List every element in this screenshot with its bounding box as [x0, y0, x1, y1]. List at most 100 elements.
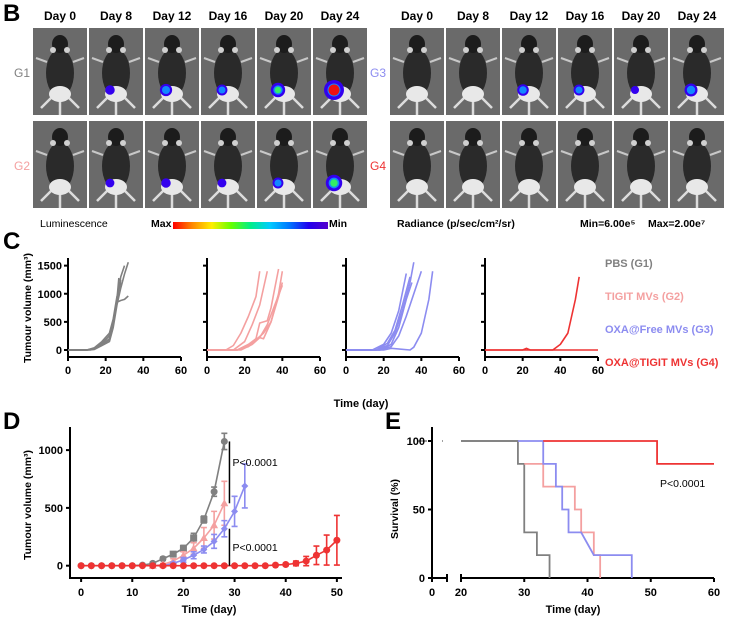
- mouse-image: [390, 28, 444, 115]
- panel-b-letter: B: [3, 0, 21, 27]
- data-point: [128, 562, 136, 570]
- survival-curve: [524, 462, 602, 578]
- panel-d-letter: D: [3, 408, 21, 435]
- x-tick-label: 60: [453, 365, 465, 377]
- legend-entry: TIGIT MVs (G2): [605, 291, 684, 303]
- mouse-image: [201, 28, 255, 115]
- data-point: [118, 562, 126, 570]
- data-point: [220, 499, 229, 507]
- data-point: [272, 561, 279, 569]
- y-axis-label: Tumour volume (mm³): [22, 450, 34, 560]
- series-oxa-tigit-mvs-g4-: [77, 514, 341, 570]
- radiance-min: Min=6.00e⁵: [580, 218, 636, 230]
- data-point: [241, 562, 249, 570]
- group-label: G3: [370, 66, 387, 80]
- mouse-image: [313, 121, 367, 208]
- growth-curve: [68, 282, 122, 351]
- data-point: [210, 521, 219, 529]
- day-label: Day 0: [400, 9, 434, 23]
- mouse-image: [201, 121, 255, 208]
- y-tick-label: 0: [57, 561, 63, 573]
- day-label: Day 8: [99, 9, 133, 23]
- x-axis-label: Time (day): [182, 604, 237, 616]
- data-point: [241, 482, 249, 490]
- y-tick-label: 500: [45, 503, 63, 515]
- radiance-max: Max=2.00e⁷: [648, 218, 706, 230]
- x-tick-label: 30: [518, 587, 530, 599]
- p-value-annotation: P<0.0001: [232, 542, 277, 554]
- series-line: [152, 485, 246, 567]
- x-tick-label: 60: [592, 365, 604, 377]
- data-point: [169, 562, 177, 570]
- mouse-image: [33, 121, 87, 208]
- x-tick-label: 50: [331, 587, 343, 599]
- survival-curve: [543, 440, 714, 465]
- subplot-4: 0 20 40 60: [481, 258, 604, 377]
- growth-curve: [207, 285, 284, 351]
- data-point: [179, 551, 188, 559]
- day-label: Day 20: [264, 9, 304, 23]
- data-point: [190, 534, 198, 542]
- mouse-image: [33, 28, 87, 115]
- mouse-image: [257, 121, 311, 208]
- mouse-image: [558, 28, 612, 115]
- x-tick-label: 60: [314, 365, 326, 377]
- mouse-image: [313, 28, 367, 115]
- x-tick-label: 60: [175, 365, 187, 377]
- day-label: Day 24: [677, 9, 717, 23]
- x-tick-label: 20: [378, 365, 390, 377]
- y-axis-label: Tumour volume (mm³): [22, 253, 34, 363]
- mouse-image: [446, 28, 500, 115]
- day-label: Day 0: [43, 9, 77, 23]
- data-point: [251, 562, 259, 570]
- growth-curve: [68, 277, 120, 351]
- x-tick-label: 40: [276, 365, 288, 377]
- group-label: G2: [14, 159, 31, 173]
- x-tick-label: 0: [343, 365, 349, 377]
- p-value-annotation: P<0.0001: [660, 478, 705, 490]
- data-point: [333, 536, 341, 544]
- group-label: G1: [14, 66, 31, 80]
- radiance-label: Radiance (p/sec/cm²/sr): [397, 218, 515, 230]
- y-tick-label: 1000: [39, 445, 63, 457]
- data-point: [98, 562, 106, 570]
- x-axis-label: Time (day): [334, 398, 389, 410]
- mouse-image: [558, 121, 612, 208]
- x-tick-label: 0: [204, 365, 210, 377]
- x-tick-label: 20: [455, 587, 467, 599]
- mouse-image: [446, 121, 500, 208]
- day-label: Day 16: [565, 9, 605, 23]
- x-tick-label: 40: [581, 587, 593, 599]
- mouse-image: [614, 121, 668, 208]
- survival-curve: [461, 440, 551, 578]
- data-point: [231, 507, 239, 515]
- y-tick-label: 1000: [38, 289, 62, 301]
- data-point: [77, 562, 85, 570]
- data-point: [190, 551, 198, 559]
- data-point: [220, 525, 228, 533]
- x-axis-label: Time (day): [546, 604, 601, 616]
- mouse-image: [89, 121, 143, 208]
- x-tick-label: 40: [280, 587, 292, 599]
- survival-curve: [517, 440, 633, 578]
- x-tick-label: 0: [429, 587, 435, 599]
- data-point: [190, 562, 198, 570]
- data-point: [210, 562, 218, 570]
- growth-curve: [346, 262, 415, 351]
- x-tick-label: 10: [126, 587, 138, 599]
- x-tick-label: 30: [228, 587, 240, 599]
- growth-curve: [346, 276, 411, 351]
- mouse-image: [257, 28, 311, 115]
- chart-c-individual-growth: Tumour volume (mm³) 0 500 1000 1500 0 20 40 60 0 2…: [22, 253, 719, 410]
- data-point: [282, 561, 290, 569]
- x-tick-label: 20: [239, 365, 251, 377]
- x-tick-label: 40: [137, 365, 149, 377]
- growth-curve: [207, 268, 280, 351]
- mouse-image: [145, 121, 199, 208]
- legend-entry: OXA@TIGIT MVs (G4): [605, 357, 719, 369]
- y-axis-label: Survival (%): [389, 479, 401, 539]
- y-tick-label: 50: [413, 505, 425, 517]
- x-tick-label: 0: [65, 365, 71, 377]
- legend-entry: OXA@Free MVs (G3): [605, 324, 714, 336]
- x-tick-label: 40: [415, 365, 427, 377]
